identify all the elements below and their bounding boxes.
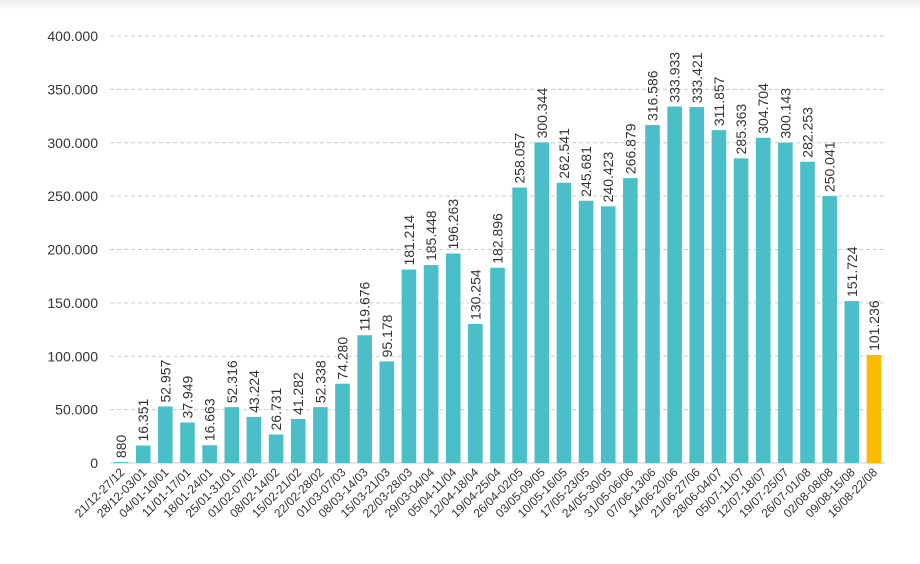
bar [268, 434, 284, 463]
bar [490, 267, 505, 463]
bar [180, 422, 195, 463]
data-label: 182.896 [490, 213, 506, 264]
data-label: 95.178 [379, 314, 395, 357]
data-label: 285.363 [733, 104, 749, 155]
bar [822, 196, 837, 463]
data-label: 119.676 [357, 281, 373, 331]
y-tick-label: 0 [90, 455, 98, 471]
data-label: 41.282 [290, 372, 306, 415]
bar [667, 106, 682, 463]
data-label: 266.879 [622, 123, 638, 174]
bar [711, 130, 727, 463]
y-tick-label: 250.000 [47, 188, 98, 204]
bar [844, 301, 860, 463]
bar [534, 142, 550, 463]
y-tick-label: 200.000 [47, 242, 98, 258]
data-label: 333.421 [689, 52, 705, 103]
data-label: 300.344 [534, 88, 550, 139]
data-label: 245.681 [578, 146, 594, 197]
y-tick-label: 50.000 [55, 402, 98, 418]
bar [733, 158, 749, 463]
data-label: 74.280 [335, 337, 351, 380]
y-tick-label: 100.000 [47, 348, 98, 364]
data-label: 262.541 [556, 128, 572, 179]
data-label: 304.704 [755, 83, 771, 134]
data-label: 311.857 [711, 76, 727, 126]
bar [335, 383, 350, 463]
bar [468, 323, 483, 463]
data-label: 16.351 [135, 399, 151, 442]
bar [755, 137, 771, 463]
y-tick-label: 350.000 [47, 81, 98, 97]
data-label: 316.586 [645, 70, 661, 121]
data-label: 16.663 [202, 398, 218, 441]
bar [379, 361, 395, 463]
bar [158, 406, 173, 463]
top-shadow-bar [0, 0, 920, 10]
bar [401, 269, 417, 463]
data-label: 52.316 [224, 360, 240, 403]
data-label: 282.253 [800, 107, 816, 158]
data-label: 258.057 [512, 133, 528, 184]
bar [600, 206, 616, 463]
bar [224, 407, 240, 463]
bar [645, 125, 660, 464]
bar [866, 354, 882, 463]
bar [778, 142, 793, 463]
bar [113, 462, 129, 463]
bar [689, 107, 705, 463]
bar [290, 418, 306, 463]
bar [313, 407, 328, 463]
data-label: 250.041 [822, 141, 838, 192]
data-label: 181.214 [401, 215, 417, 266]
data-label: 130.254 [467, 269, 483, 320]
bar [556, 182, 572, 463]
bar [578, 200, 594, 463]
data-label: 185.448 [423, 210, 439, 261]
data-label: 151.724 [844, 246, 860, 297]
data-label: 333.933 [667, 52, 683, 103]
bar [512, 187, 527, 463]
data-label: 43.224 [246, 370, 262, 413]
bar [623, 178, 638, 463]
data-label: 26.731 [268, 387, 284, 430]
data-label: 240.423 [600, 152, 616, 203]
data-label: 52.957 [157, 359, 173, 402]
bar [445, 253, 461, 463]
data-label: 300.143 [777, 88, 793, 139]
data-label: 52.338 [312, 360, 328, 403]
y-tick-label: 400.000 [47, 28, 98, 44]
bar [357, 335, 372, 463]
data-label: 101.236 [866, 300, 882, 351]
y-tick-label: 300.000 [47, 135, 98, 151]
bar [800, 161, 815, 463]
bar [246, 416, 262, 463]
bar [202, 445, 217, 463]
data-label: 196.263 [445, 199, 461, 250]
bar [423, 265, 439, 463]
data-label: 37.949 [180, 375, 196, 418]
y-tick-label: 150.000 [47, 295, 98, 311]
data-label: 880 [113, 434, 129, 458]
bar [135, 445, 151, 463]
